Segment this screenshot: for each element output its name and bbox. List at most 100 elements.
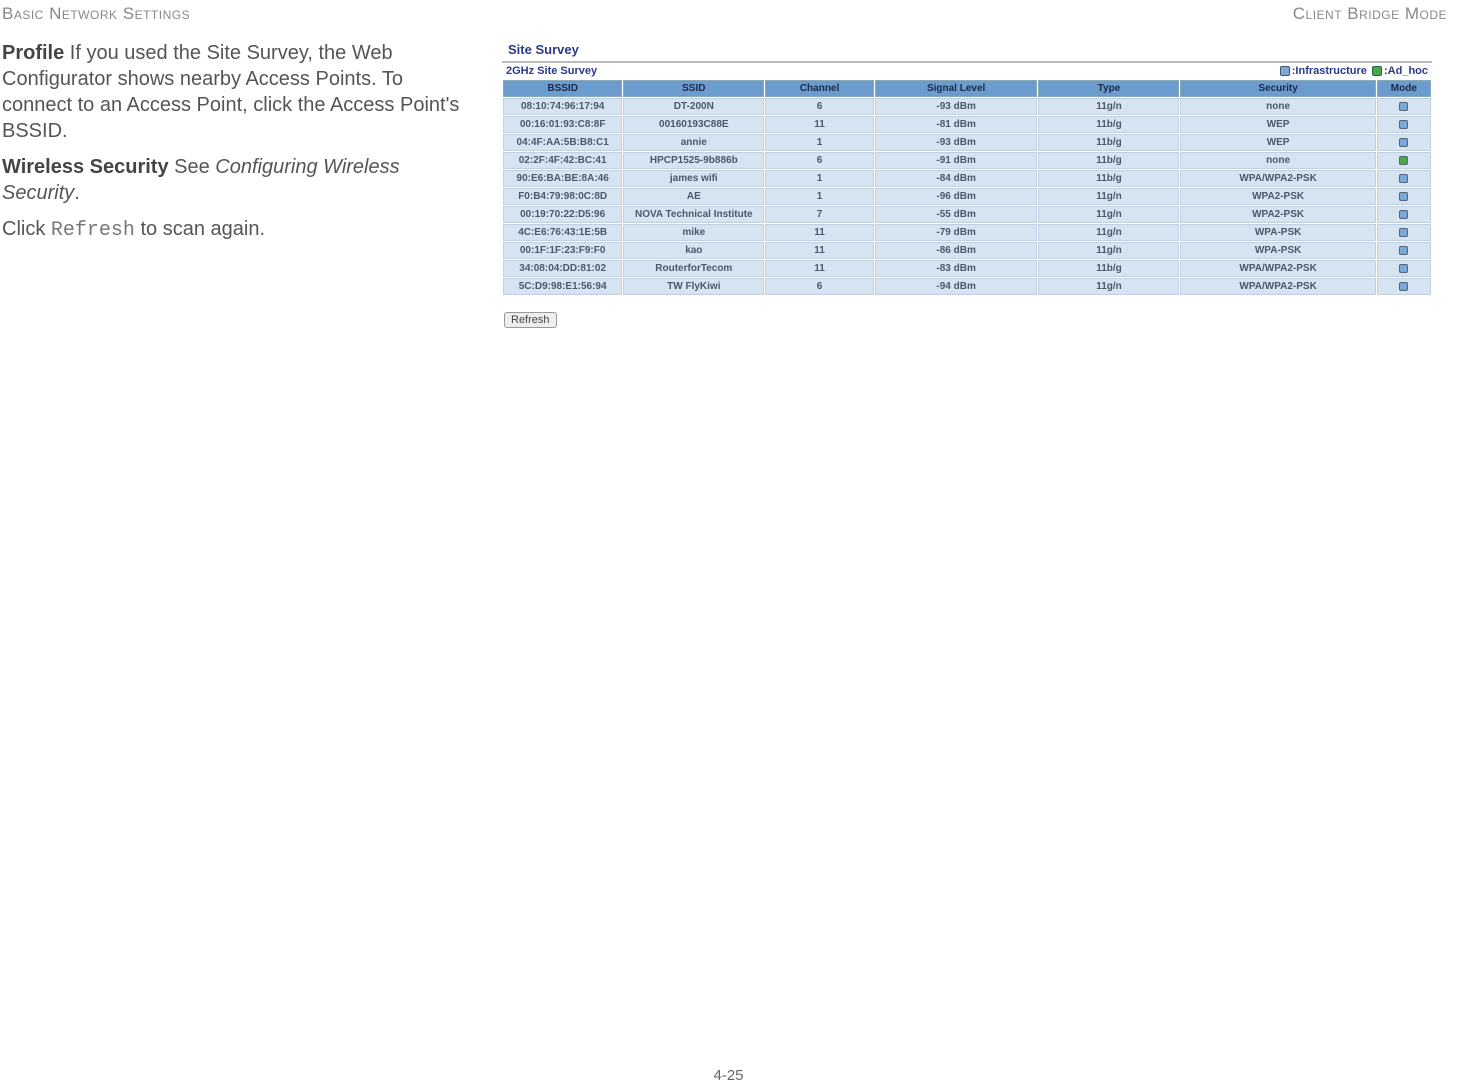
table-row[interactable]: 00:19:70:22:D5:96NOVA Technical Institut… <box>503 206 1431 223</box>
page-header: Basic Network Settings Client Bridge Mod… <box>0 0 1457 32</box>
table-header-row: BSSID SSID Channel Signal Level Type Sec… <box>503 80 1431 97</box>
site-survey-subheader: 2GHz Site Survey :Infrastructure :Ad_hoc <box>502 63 1432 79</box>
table-cell: 11g/n <box>1038 242 1179 259</box>
table-cell: 11g/n <box>1038 188 1179 205</box>
table-cell: 1 <box>765 134 873 151</box>
table-cell: 11 <box>765 224 873 241</box>
table-cell: 7 <box>765 206 873 223</box>
col-channel: Channel <box>765 80 873 97</box>
table-cell: 11b/g <box>1038 260 1179 277</box>
mode-cell <box>1377 170 1431 187</box>
mode-cell <box>1377 98 1431 115</box>
left-column: Profile If you used the Site Survey, the… <box>2 40 472 330</box>
table-cell: 11g/n <box>1038 224 1179 241</box>
infrastructure-icon <box>1399 102 1408 111</box>
bssid-cell[interactable]: 90:E6:BA:BE:8A:46 <box>503 170 622 187</box>
refresh-paragraph: Click Refresh to scan again. <box>2 216 472 244</box>
mode-cell <box>1377 134 1431 151</box>
table-cell: WPA2-PSK <box>1180 206 1375 223</box>
table-cell: WPA-PSK <box>1180 242 1375 259</box>
adhoc-icon <box>1399 156 1408 165</box>
mode-cell <box>1377 116 1431 133</box>
infrastructure-icon <box>1399 174 1408 183</box>
table-cell: -91 dBm <box>875 152 1038 169</box>
bssid-cell[interactable]: 5C:D9:98:E1:56:94 <box>503 278 622 295</box>
bssid-cell[interactable]: 02:2F:4F:42:BC:41 <box>503 152 622 169</box>
legend-infra-text: :Infrastructure <box>1292 65 1367 77</box>
table-cell: 11g/n <box>1038 98 1179 115</box>
col-mode: Mode <box>1377 80 1431 97</box>
mode-cell <box>1377 152 1431 169</box>
bssid-cell[interactable]: 00:16:01:93:C8:8F <box>503 116 622 133</box>
table-cell: DT-200N <box>623 98 764 115</box>
adhoc-icon <box>1372 66 1382 76</box>
table-cell: -79 dBm <box>875 224 1038 241</box>
table-row[interactable]: 08:10:74:96:17:94DT-200N6-93 dBm11g/nnon… <box>503 98 1431 115</box>
table-cell: none <box>1180 152 1375 169</box>
bssid-cell[interactable]: 08:10:74:96:17:94 <box>503 98 622 115</box>
table-row[interactable]: 00:1F:1F:23:F9:F0kao11-86 dBm11g/nWPA-PS… <box>503 242 1431 259</box>
table-row[interactable]: 04:4F:AA:5B:B8:C1annie1-93 dBm11b/gWEP <box>503 134 1431 151</box>
table-cell: 11b/g <box>1038 116 1179 133</box>
page-number: 4-25 <box>0 1067 1457 1084</box>
profile-text: If you used the Site Survey, the Web Con… <box>2 42 459 142</box>
table-cell: WEP <box>1180 116 1375 133</box>
table-cell: -55 dBm <box>875 206 1038 223</box>
table-cell: WEP <box>1180 134 1375 151</box>
table-row[interactable]: 02:2F:4F:42:BC:41HPCP1525-9b886b6-91 dBm… <box>503 152 1431 169</box>
refresh-post: to scan again. <box>135 218 265 240</box>
col-signal: Signal Level <box>875 80 1038 97</box>
mode-cell <box>1377 224 1431 241</box>
table-cell: annie <box>623 134 764 151</box>
mode-cell <box>1377 260 1431 277</box>
table-cell: AE <box>623 188 764 205</box>
col-type: Type <box>1038 80 1179 97</box>
refresh-code: Refresh <box>51 219 135 242</box>
bssid-cell[interactable]: 4C:E6:76:43:1E:5B <box>503 224 622 241</box>
refresh-button[interactable]: Refresh <box>504 312 557 328</box>
table-cell: 11b/g <box>1038 170 1179 187</box>
table-row[interactable]: 00:16:01:93:C8:8F00160193C88E11-81 dBm11… <box>503 116 1431 133</box>
table-row[interactable]: 34:08:04:DD:81:02RouterforTecom11-83 dBm… <box>503 260 1431 277</box>
profile-label: Profile <box>2 42 64 64</box>
table-cell: 11g/n <box>1038 206 1179 223</box>
table-row[interactable]: F0:B4:79:98:0C:8DAE1-96 dBm11g/nWPA2-PSK <box>503 188 1431 205</box>
table-cell: -93 dBm <box>875 98 1038 115</box>
bssid-cell[interactable]: 34:08:04:DD:81:02 <box>503 260 622 277</box>
bssid-cell[interactable]: 00:19:70:22:D5:96 <box>503 206 622 223</box>
table-cell: -94 dBm <box>875 278 1038 295</box>
table-cell: 11b/g <box>1038 134 1179 151</box>
table-row[interactable]: 5C:D9:98:E1:56:94TW FlyKiwi6-94 dBm11g/n… <box>503 278 1431 295</box>
table-cell: WPA/WPA2-PSK <box>1180 170 1375 187</box>
table-cell: 11 <box>765 260 873 277</box>
table-cell: kao <box>623 242 764 259</box>
table-row[interactable]: 4C:E6:76:43:1E:5Bmike11-79 dBm11g/nWPA-P… <box>503 224 1431 241</box>
bssid-cell[interactable]: F0:B4:79:98:0C:8D <box>503 188 622 205</box>
table-cell: 11b/g <box>1038 152 1179 169</box>
table-cell: HPCP1525-9b886b <box>623 152 764 169</box>
table-cell: WPA-PSK <box>1180 224 1375 241</box>
table-cell: WPA2-PSK <box>1180 188 1375 205</box>
table-row[interactable]: 90:E6:BA:BE:8A:46james wifi1-84 dBm11b/g… <box>503 170 1431 187</box>
table-cell: mike <box>623 224 764 241</box>
bssid-cell[interactable]: 04:4F:AA:5B:B8:C1 <box>503 134 622 151</box>
table-cell: 11 <box>765 116 873 133</box>
table-cell: -96 dBm <box>875 188 1038 205</box>
table-cell: 1 <box>765 188 873 205</box>
infrastructure-icon <box>1399 120 1408 129</box>
infrastructure-icon <box>1399 138 1408 147</box>
refresh-pre: Click <box>2 218 51 240</box>
table-cell: none <box>1180 98 1375 115</box>
table-cell: james wifi <box>623 170 764 187</box>
table-cell: 6 <box>765 278 873 295</box>
bssid-cell[interactable]: 00:1F:1F:23:F9:F0 <box>503 242 622 259</box>
table-cell: -93 dBm <box>875 134 1038 151</box>
table-cell: -86 dBm <box>875 242 1038 259</box>
table-cell: 6 <box>765 152 873 169</box>
survey-legend: :Infrastructure :Ad_hoc <box>1278 65 1428 77</box>
table-cell: WPA/WPA2-PSK <box>1180 260 1375 277</box>
table-cell: 11g/n <box>1038 278 1179 295</box>
site-survey-title: Site Survey <box>502 40 1432 63</box>
col-security: Security <box>1180 80 1375 97</box>
profile-paragraph: Profile If you used the Site Survey, the… <box>2 40 472 144</box>
